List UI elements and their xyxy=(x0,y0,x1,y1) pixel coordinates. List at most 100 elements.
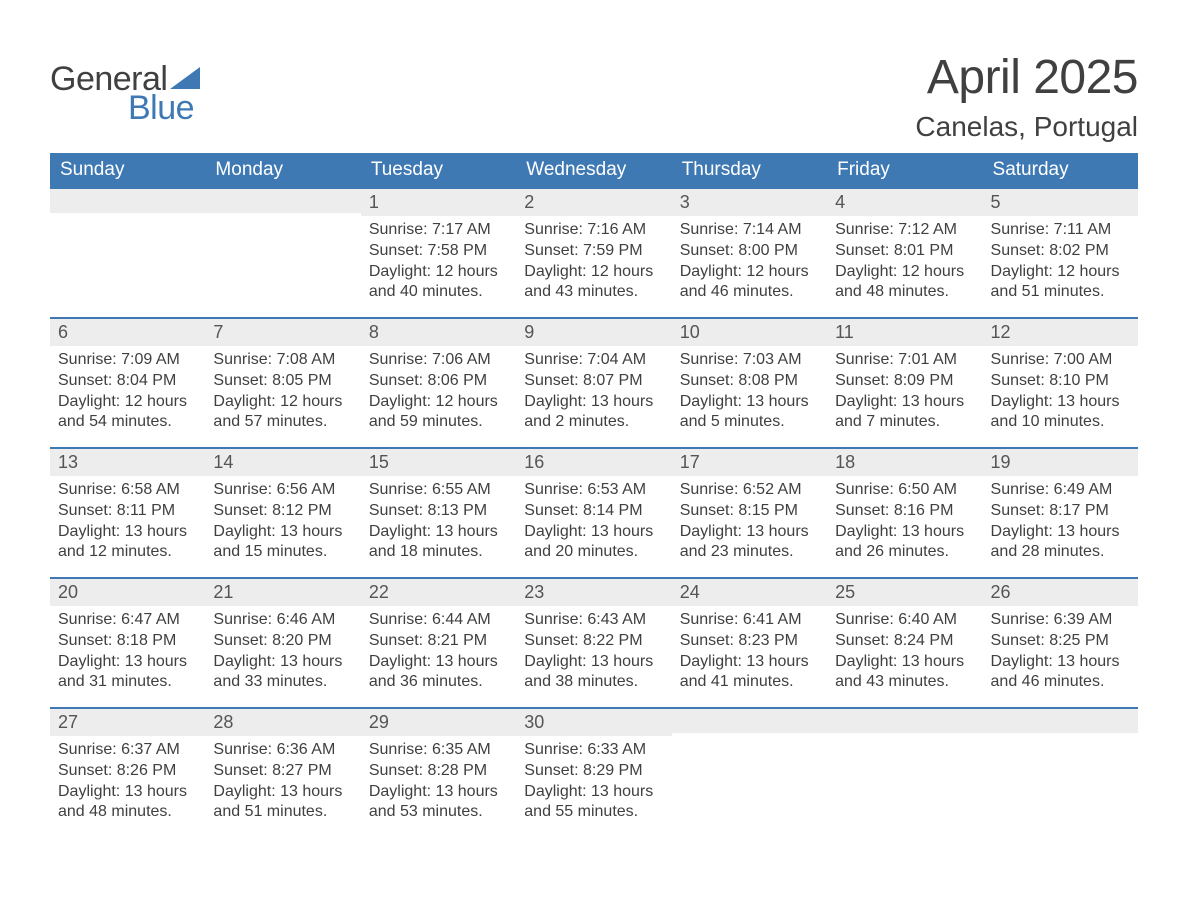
sunrise-text: Sunrise: 6:33 AM xyxy=(524,740,663,761)
dayname-sunday: Sunday xyxy=(50,153,205,188)
day-number: 27 xyxy=(50,709,205,736)
sunrise-text: Sunrise: 6:49 AM xyxy=(991,480,1130,501)
day-number: 13 xyxy=(50,449,205,476)
day-cell: 30Sunrise: 6:33 AMSunset: 8:29 PMDayligh… xyxy=(516,708,671,829)
week-row: 6Sunrise: 7:09 AMSunset: 8:04 PMDaylight… xyxy=(50,318,1138,448)
dayname-friday: Friday xyxy=(827,153,982,188)
sunrise-text: Sunrise: 7:14 AM xyxy=(680,220,819,241)
logo-word2: Blue xyxy=(128,89,194,128)
day-data: Sunrise: 7:04 AMSunset: 8:07 PMDaylight:… xyxy=(516,346,671,439)
sunrise-text: Sunrise: 7:08 AM xyxy=(213,350,352,371)
daylight-text-2: and 23 minutes. xyxy=(680,542,819,563)
day-data: Sunrise: 7:11 AMSunset: 8:02 PMDaylight:… xyxy=(983,216,1138,309)
day-cell: 12Sunrise: 7:00 AMSunset: 8:10 PMDayligh… xyxy=(983,318,1138,448)
day-data: Sunrise: 7:09 AMSunset: 8:04 PMDaylight:… xyxy=(50,346,205,439)
day-data: Sunrise: 6:40 AMSunset: 8:24 PMDaylight:… xyxy=(827,606,982,699)
day-cell: 1Sunrise: 7:17 AMSunset: 7:58 PMDaylight… xyxy=(361,188,516,318)
sunset-text: Sunset: 8:02 PM xyxy=(991,241,1130,262)
daylight-text-1: Daylight: 12 hours xyxy=(369,392,508,413)
daylight-text-1: Daylight: 13 hours xyxy=(991,392,1130,413)
day-cell: 23Sunrise: 6:43 AMSunset: 8:22 PMDayligh… xyxy=(516,578,671,708)
day-cell xyxy=(672,708,827,829)
day-data: Sunrise: 7:17 AMSunset: 7:58 PMDaylight:… xyxy=(361,216,516,309)
daylight-text-2: and 51 minutes. xyxy=(213,802,352,823)
sunset-text: Sunset: 8:05 PM xyxy=(213,371,352,392)
day-cell: 27Sunrise: 6:37 AMSunset: 8:26 PMDayligh… xyxy=(50,708,205,829)
day-number: 17 xyxy=(672,449,827,476)
daylight-text-1: Daylight: 13 hours xyxy=(680,652,819,673)
daylight-text-1: Daylight: 13 hours xyxy=(369,522,508,543)
day-data: Sunrise: 6:44 AMSunset: 8:21 PMDaylight:… xyxy=(361,606,516,699)
sunset-text: Sunset: 8:15 PM xyxy=(680,501,819,522)
sunrise-text: Sunrise: 7:03 AM xyxy=(680,350,819,371)
day-data: Sunrise: 6:52 AMSunset: 8:15 PMDaylight:… xyxy=(672,476,827,569)
day-data: Sunrise: 7:16 AMSunset: 7:59 PMDaylight:… xyxy=(516,216,671,309)
day-cell: 4Sunrise: 7:12 AMSunset: 8:01 PMDaylight… xyxy=(827,188,982,318)
daylight-text-1: Daylight: 13 hours xyxy=(680,392,819,413)
day-cell: 26Sunrise: 6:39 AMSunset: 8:25 PMDayligh… xyxy=(983,578,1138,708)
daylight-text-1: Daylight: 13 hours xyxy=(213,652,352,673)
daylight-text-1: Daylight: 13 hours xyxy=(835,392,974,413)
sunset-text: Sunset: 8:11 PM xyxy=(58,501,197,522)
sunrise-text: Sunrise: 6:40 AM xyxy=(835,610,974,631)
sunset-text: Sunset: 8:08 PM xyxy=(680,371,819,392)
daylight-text-2: and 40 minutes. xyxy=(369,282,508,303)
day-number xyxy=(205,189,360,213)
logo: General Blue xyxy=(50,50,200,128)
sunrise-text: Sunrise: 6:37 AM xyxy=(58,740,197,761)
daylight-text-2: and 10 minutes. xyxy=(991,412,1130,433)
day-data: Sunrise: 6:36 AMSunset: 8:27 PMDaylight:… xyxy=(205,736,360,829)
dayname-row: Sunday Monday Tuesday Wednesday Thursday… xyxy=(50,153,1138,188)
sunset-text: Sunset: 8:00 PM xyxy=(680,241,819,262)
day-cell: 17Sunrise: 6:52 AMSunset: 8:15 PMDayligh… xyxy=(672,448,827,578)
day-data: Sunrise: 6:50 AMSunset: 8:16 PMDaylight:… xyxy=(827,476,982,569)
sunset-text: Sunset: 8:29 PM xyxy=(524,761,663,782)
day-number: 24 xyxy=(672,579,827,606)
daylight-text-1: Daylight: 13 hours xyxy=(991,652,1130,673)
week-row: 27Sunrise: 6:37 AMSunset: 8:26 PMDayligh… xyxy=(50,708,1138,829)
day-number: 22 xyxy=(361,579,516,606)
sunrise-text: Sunrise: 6:35 AM xyxy=(369,740,508,761)
day-number: 4 xyxy=(827,189,982,216)
daylight-text-1: Daylight: 12 hours xyxy=(524,262,663,283)
daylight-text-2: and 31 minutes. xyxy=(58,672,197,693)
daylight-text-1: Daylight: 13 hours xyxy=(524,652,663,673)
day-data: Sunrise: 6:37 AMSunset: 8:26 PMDaylight:… xyxy=(50,736,205,829)
sunrise-text: Sunrise: 6:55 AM xyxy=(369,480,508,501)
day-cell: 2Sunrise: 7:16 AMSunset: 7:59 PMDaylight… xyxy=(516,188,671,318)
dayname-saturday: Saturday xyxy=(983,153,1138,188)
daylight-text-1: Daylight: 13 hours xyxy=(58,522,197,543)
day-number: 10 xyxy=(672,319,827,346)
daylight-text-2: and 43 minutes. xyxy=(524,282,663,303)
sunset-text: Sunset: 8:01 PM xyxy=(835,241,974,262)
dayname-wednesday: Wednesday xyxy=(516,153,671,188)
daylight-text-2: and 54 minutes. xyxy=(58,412,197,433)
day-cell: 21Sunrise: 6:46 AMSunset: 8:20 PMDayligh… xyxy=(205,578,360,708)
daylight-text-2: and 15 minutes. xyxy=(213,542,352,563)
day-cell: 9Sunrise: 7:04 AMSunset: 8:07 PMDaylight… xyxy=(516,318,671,448)
day-cell: 24Sunrise: 6:41 AMSunset: 8:23 PMDayligh… xyxy=(672,578,827,708)
sunrise-text: Sunrise: 7:09 AM xyxy=(58,350,197,371)
day-data: Sunrise: 6:47 AMSunset: 8:18 PMDaylight:… xyxy=(50,606,205,699)
day-number: 18 xyxy=(827,449,982,476)
daylight-text-1: Daylight: 12 hours xyxy=(680,262,819,283)
day-number: 5 xyxy=(983,189,1138,216)
day-data: Sunrise: 6:41 AMSunset: 8:23 PMDaylight:… xyxy=(672,606,827,699)
day-number: 26 xyxy=(983,579,1138,606)
daylight-text-1: Daylight: 13 hours xyxy=(213,522,352,543)
day-data: Sunrise: 7:00 AMSunset: 8:10 PMDaylight:… xyxy=(983,346,1138,439)
daylight-text-1: Daylight: 13 hours xyxy=(680,522,819,543)
sunset-text: Sunset: 8:16 PM xyxy=(835,501,974,522)
sunset-text: Sunset: 7:59 PM xyxy=(524,241,663,262)
day-data: Sunrise: 7:01 AMSunset: 8:09 PMDaylight:… xyxy=(827,346,982,439)
daylight-text-1: Daylight: 13 hours xyxy=(835,522,974,543)
day-cell: 16Sunrise: 6:53 AMSunset: 8:14 PMDayligh… xyxy=(516,448,671,578)
sunset-text: Sunset: 8:25 PM xyxy=(991,631,1130,652)
day-data: Sunrise: 6:43 AMSunset: 8:22 PMDaylight:… xyxy=(516,606,671,699)
daylight-text-1: Daylight: 12 hours xyxy=(369,262,508,283)
day-cell: 5Sunrise: 7:11 AMSunset: 8:02 PMDaylight… xyxy=(983,188,1138,318)
daylight-text-2: and 57 minutes. xyxy=(213,412,352,433)
daylight-text-2: and 2 minutes. xyxy=(524,412,663,433)
sunrise-text: Sunrise: 6:46 AM xyxy=(213,610,352,631)
day-number: 1 xyxy=(361,189,516,216)
